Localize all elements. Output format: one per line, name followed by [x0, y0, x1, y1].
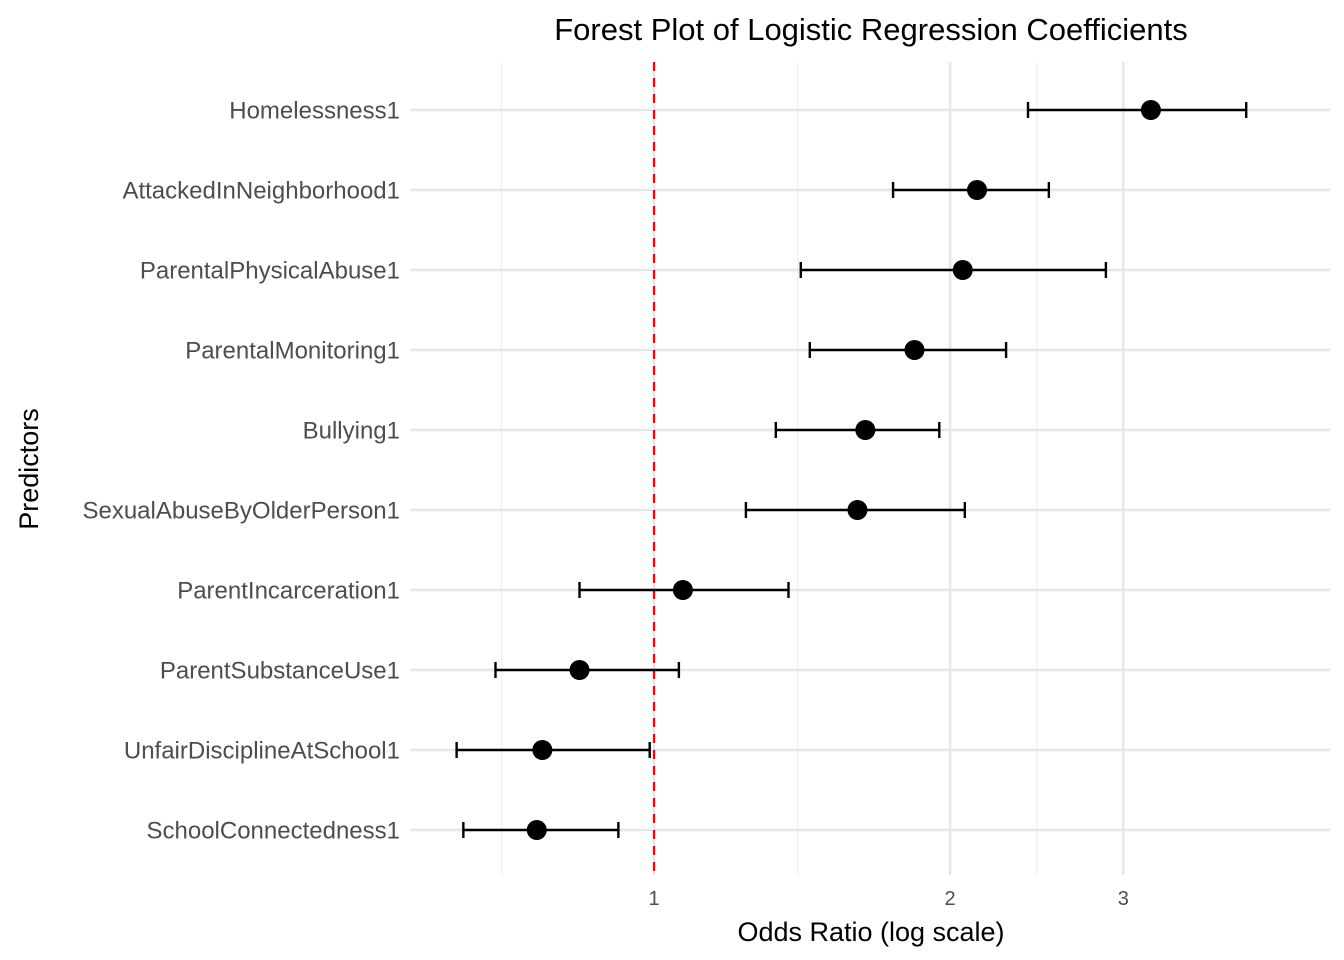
- odds-ratio-point: [847, 500, 868, 520]
- y-tick-label: Bullying1: [303, 418, 400, 445]
- predictor-Homelessness1: [1026, 100, 1248, 120]
- predictor-ParentSubstanceUse1: [494, 660, 681, 680]
- y-tick-label: ParentalPhysicalAbuse1: [140, 258, 400, 285]
- odds-ratio-point: [967, 180, 988, 200]
- odds-ratio-point: [952, 260, 973, 280]
- predictor-AttackedInNeighborhood1: [891, 180, 1051, 200]
- x-tick-label: 3: [1118, 888, 1129, 910]
- y-tick-label: ParentIncarceration1: [177, 578, 400, 605]
- odds-ratio-point: [904, 340, 925, 360]
- y-axis-tick-labels: Homelessness1 AttackedInNeighborhood1 Pare…: [82, 98, 400, 845]
- predictor-ParentIncarceration1: [578, 580, 790, 600]
- y-tick-label: ParentalMonitoring1: [185, 338, 400, 365]
- x-axis-tick-labels: 1 2 3: [648, 888, 1128, 910]
- predictor-ParentalMonitoring1: [808, 340, 1008, 360]
- predictor-ParentalPhysicalAbuse1: [799, 260, 1108, 280]
- marks-layer: [455, 100, 1248, 840]
- y-tick-label: UnfairDisciplineAtSchool1: [124, 738, 400, 765]
- predictor-SexualAbuseByOlderPerson1: [744, 500, 967, 520]
- chart-title: Forest Plot of Logistic Regression Coeff…: [554, 12, 1188, 47]
- odds-ratio-point: [855, 420, 876, 440]
- predictor-SchoolConnectedness1: [462, 820, 620, 840]
- x-tick-label: 1: [648, 888, 659, 910]
- y-tick-label: Homelessness1: [229, 98, 400, 125]
- x-tick-label: 2: [945, 888, 956, 910]
- odds-ratio-point: [569, 660, 590, 680]
- y-tick-label: ParentSubstanceUse1: [160, 658, 400, 685]
- y-tick-label: SchoolConnectedness1: [146, 818, 400, 845]
- y-tick-label: SexualAbuseByOlderPerson1: [82, 498, 400, 525]
- predictor-Bullying1: [774, 420, 941, 440]
- predictor-UnfairDisciplineAtSchool1: [455, 740, 651, 760]
- x-axis-label: Odds Ratio (log scale): [737, 917, 1004, 947]
- odds-ratio-point: [672, 580, 693, 600]
- odds-ratio-point: [526, 820, 547, 840]
- y-tick-label: AttackedInNeighborhood1: [122, 178, 400, 205]
- y-axis-label: Predictors: [14, 408, 44, 530]
- grid-layer: [410, 62, 1330, 875]
- odds-ratio-point: [1140, 100, 1161, 120]
- odds-ratio-point: [532, 740, 553, 760]
